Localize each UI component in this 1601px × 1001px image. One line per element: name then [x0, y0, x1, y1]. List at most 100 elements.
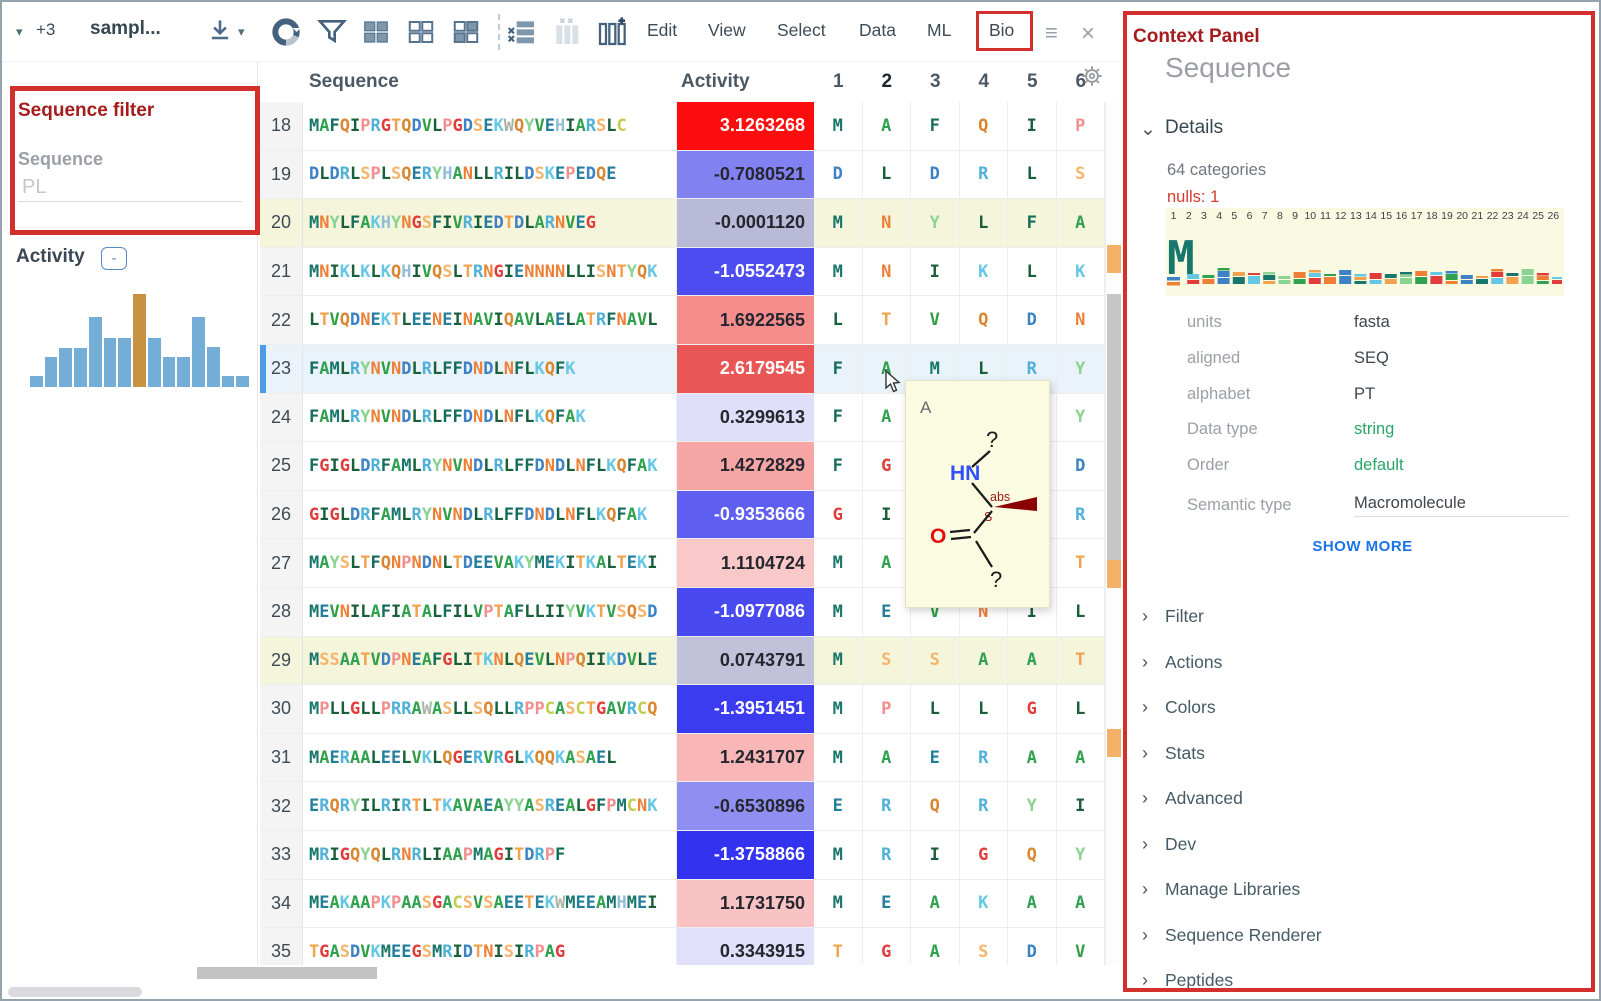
monomer-cell[interactable]: Q	[911, 782, 960, 830]
section-advanced[interactable]: › Advanced	[1122, 776, 1599, 822]
grid-mixed-icon[interactable]	[450, 17, 482, 47]
monomer-cell[interactable]: A	[911, 879, 960, 928]
column-header-3[interactable]: 3	[929, 71, 941, 92]
details-chevron-icon[interactable]: ⌄	[1140, 119, 1156, 140]
monomer-cell[interactable]: G	[1008, 685, 1057, 733]
row-number[interactable]: 29	[260, 636, 303, 685]
row-number[interactable]: 26	[260, 490, 303, 539]
monomer-cell[interactable]: A	[960, 636, 1008, 685]
activity-cell[interactable]: -0.9353666	[677, 490, 814, 539]
histogram-bar[interactable]	[147, 338, 161, 387]
monomer-cell[interactable]: M	[814, 247, 863, 296]
monomer-cell[interactable]: A	[863, 344, 911, 393]
monomer-cell[interactable]: M	[814, 879, 863, 928]
monomer-cell[interactable]: F	[911, 102, 960, 150]
menu-select[interactable]: Select	[777, 20, 826, 40]
monomer-cell[interactable]: L	[960, 199, 1008, 247]
sequence-logo[interactable]: 1 2 3 4 5 6 7 8 9 10 11 12 13 14 15 16 17 18 19 20 21 22 23 24 2…	[1166, 208, 1564, 296]
close-icon[interactable]: ×	[1081, 20, 1096, 47]
sequence-filter-input[interactable]	[18, 174, 242, 202]
column-header-6[interactable]: 6	[1075, 71, 1087, 92]
gear-icon[interactable]	[1079, 63, 1107, 91]
monomer-cell[interactable]: A	[1057, 879, 1105, 928]
section-sequence-renderer[interactable]: › Sequence Renderer	[1122, 913, 1599, 959]
column-header-sequence[interactable]: Sequence	[309, 71, 399, 92]
monomer-cell[interactable]: T	[1057, 539, 1105, 587]
activity-cell[interactable]: -1.3758866	[677, 830, 814, 879]
row-number[interactable]: 18	[260, 102, 303, 150]
monomer-cell[interactable]: S	[1057, 150, 1105, 199]
monomer-cell[interactable]: N	[863, 199, 911, 247]
column-header-1[interactable]: 1	[832, 71, 844, 92]
monomer-cell[interactable]: E	[863, 879, 911, 928]
monomer-cell[interactable]: E	[911, 733, 960, 782]
activity-cell[interactable]: 1.2431707	[677, 733, 814, 782]
row-number[interactable]: 23	[260, 344, 303, 393]
monomer-cell[interactable]: T	[1057, 636, 1105, 685]
activity-cell[interactable]: 0.3299613	[677, 393, 814, 442]
show-more-link[interactable]: SHOW MORE	[1312, 538, 1413, 555]
monomer-cell[interactable]: I	[1008, 102, 1057, 150]
row-number[interactable]: 25	[260, 442, 303, 490]
monomer-cell[interactable]: K	[1057, 247, 1105, 296]
monomer-cell[interactable]: Y	[911, 199, 960, 247]
histogram-bar[interactable]	[44, 357, 58, 387]
row-number[interactable]: 24	[260, 393, 303, 442]
monomer-cell[interactable]: A	[1008, 879, 1057, 928]
monomer-cell[interactable]: S	[863, 636, 911, 685]
monomer-cell[interactable]: M	[814, 199, 863, 247]
monomer-cell[interactable]: E	[863, 587, 911, 636]
column-header-2[interactable]: 2	[881, 71, 893, 92]
monomer-cell[interactable]: D	[1008, 928, 1057, 976]
monomer-cell[interactable]: Q	[1008, 830, 1057, 879]
histogram-bar[interactable]	[103, 338, 117, 387]
section-manage-libraries[interactable]: › Manage Libraries	[1122, 867, 1599, 913]
section-peptides[interactable]: › Peptides	[1122, 958, 1599, 999]
monomer-cell[interactable]: R	[1008, 344, 1057, 393]
monomer-cell[interactable]: A	[1008, 733, 1057, 782]
monomer-cell[interactable]: R	[960, 733, 1008, 782]
column-header-5[interactable]: 5	[1026, 71, 1038, 92]
monomer-cell[interactable]: T	[814, 928, 863, 976]
monomer-cell[interactable]: S	[960, 928, 1008, 976]
monomer-cell[interactable]: P	[863, 685, 911, 733]
monomer-cell[interactable]: F	[814, 442, 863, 490]
monomer-cell[interactable]: Q	[960, 102, 1008, 150]
row-number[interactable]: 34	[260, 879, 303, 928]
activity-cell[interactable]: 2.6179545	[677, 344, 814, 393]
monomer-cell[interactable]: N	[1057, 296, 1105, 344]
filter-icon[interactable]	[316, 15, 348, 49]
vertical-scrollbar-thumb[interactable]	[1107, 294, 1121, 560]
activity-cell[interactable]: -0.6530896	[677, 782, 814, 830]
histogram-bar[interactable]	[236, 376, 250, 387]
row-number[interactable]: 19	[260, 150, 303, 199]
monomer-cell[interactable]: G	[960, 830, 1008, 879]
row-number-header[interactable]	[260, 62, 303, 102]
histogram-bar[interactable]	[177, 357, 191, 387]
monomer-cell[interactable]: I	[1057, 782, 1105, 830]
activity-filter-badge[interactable]: -	[101, 247, 127, 270]
monomer-cell[interactable]: S	[911, 636, 960, 685]
row-number[interactable]: 33	[260, 830, 303, 879]
monomer-cell[interactable]: D	[814, 150, 863, 199]
grid-filled-icon[interactable]	[360, 17, 392, 47]
monomer-cell[interactable]: M	[814, 102, 863, 150]
monomer-cell[interactable]: A	[863, 102, 911, 150]
sidebar-caret-icon[interactable]: ▾	[16, 24, 23, 39]
row-number[interactable]: 20	[260, 199, 303, 247]
section-actions[interactable]: › Actions	[1122, 640, 1599, 686]
monomer-cell[interactable]: G	[863, 442, 911, 490]
row-number[interactable]: 27	[260, 539, 303, 587]
histogram-bar[interactable]	[59, 348, 73, 387]
monomer-cell[interactable]: E	[814, 782, 863, 830]
row-number[interactable]: 31	[260, 733, 303, 782]
activity-cell[interactable]: -1.0552473	[677, 247, 814, 296]
monomer-cell[interactable]: D	[1008, 296, 1057, 344]
add-rows-icon[interactable]	[506, 16, 538, 48]
